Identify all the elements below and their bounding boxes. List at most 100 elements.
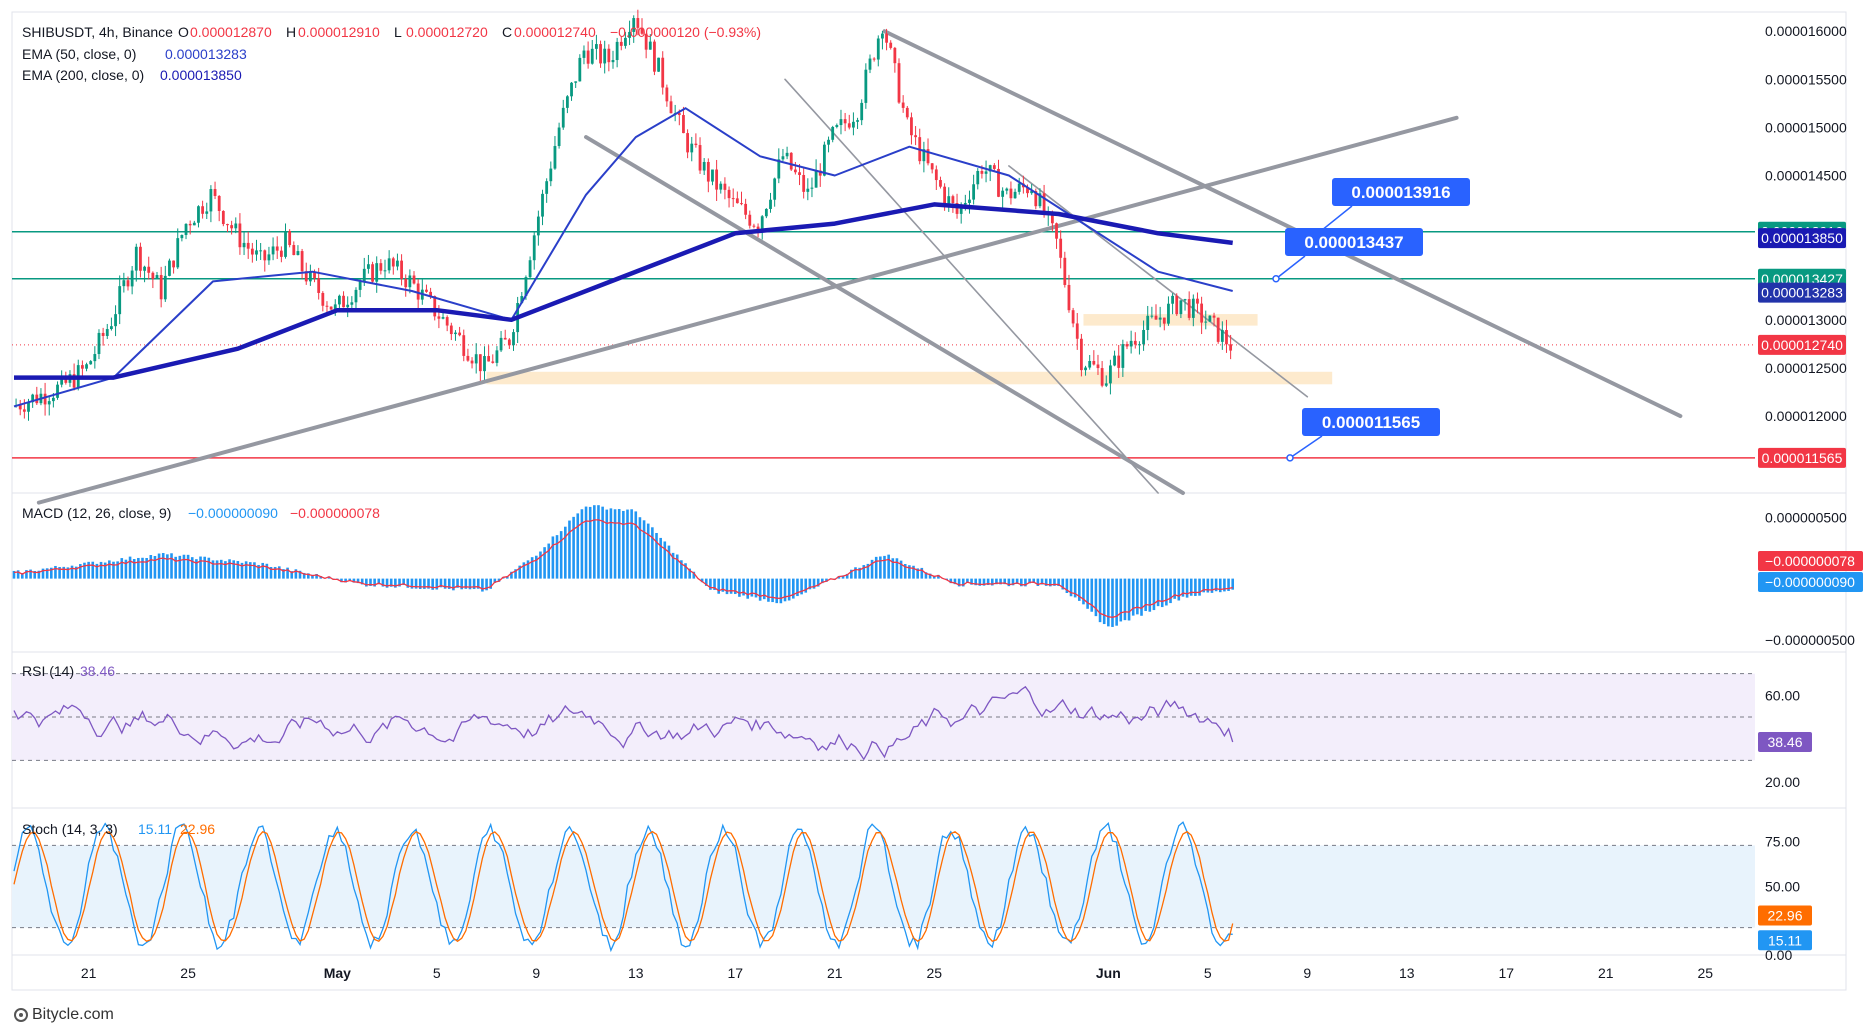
candle-body — [574, 81, 578, 83]
stoch-k-line — [13, 821, 1233, 953]
macd-hist-bar — [1086, 578, 1089, 609]
macd-hist-bar — [651, 527, 654, 579]
macd-hist-bar — [294, 569, 298, 579]
macd-value: −0.000000090 — [188, 505, 278, 521]
candle-body — [769, 199, 772, 209]
candle-body — [483, 356, 486, 372]
candle-body — [1196, 298, 1199, 304]
callout-pointer-0 — [1319, 205, 1353, 233]
candle-body — [661, 57, 665, 88]
candle-body — [317, 278, 321, 293]
macd-hist-bar — [145, 558, 148, 579]
macd-hist-bar — [16, 570, 20, 579]
candle-body — [1038, 193, 1042, 207]
macd-hist-bar — [559, 531, 563, 579]
candle-body — [802, 175, 806, 192]
candle-body — [553, 146, 557, 169]
macd-hist-bar — [792, 578, 795, 599]
macd-hist-bar — [903, 563, 907, 579]
macd-hist-bar — [257, 564, 260, 579]
stoch-d-line — [13, 830, 1234, 943]
macd-hist-bar — [605, 509, 609, 579]
x-tick-8: 25 — [926, 965, 942, 981]
macd-hist-bar — [1119, 578, 1123, 622]
candle-body — [1026, 187, 1029, 194]
macd-hist-bar — [725, 578, 729, 595]
candle-body — [47, 401, 51, 405]
candle-body — [387, 258, 391, 271]
footer: Bitycle.com — [14, 1006, 114, 1024]
candle-body — [134, 246, 138, 271]
candle-body — [1050, 211, 1054, 224]
macd-hist-bar — [908, 565, 911, 579]
macd-hist-bar — [161, 553, 165, 579]
candle-body — [1183, 299, 1187, 301]
macd-hist-bar — [924, 572, 928, 579]
candle-body — [1013, 191, 1017, 199]
legend-ohlc-key: C — [502, 24, 512, 40]
candle-body — [1042, 193, 1046, 215]
macd-hist-bar — [767, 578, 770, 602]
candle-body — [1167, 303, 1170, 324]
x-tick-9: Jun — [1096, 965, 1121, 981]
candle-body — [350, 302, 354, 305]
macd-hist-bar — [1136, 578, 1139, 615]
macd-hist-bar — [1140, 578, 1143, 616]
candle-body — [1009, 188, 1013, 199]
candle-body — [176, 238, 180, 268]
macd-hist-bar — [261, 562, 265, 579]
macd-hist-bar — [1177, 578, 1181, 601]
macd-hist-bar — [899, 560, 903, 579]
candle-body — [267, 254, 271, 261]
macd-hist-bar — [186, 554, 190, 579]
macd-hist-bar — [1011, 578, 1015, 586]
candle-body — [545, 181, 549, 194]
candle-body — [1109, 365, 1112, 384]
macd-hist-bar — [564, 526, 567, 579]
candle-body — [188, 223, 192, 226]
price-label-5: 0.000011565 — [1762, 450, 1843, 466]
candle-body — [499, 337, 503, 351]
candle-body — [557, 127, 561, 147]
candle-body — [752, 225, 756, 227]
macd-hist-bar — [733, 578, 737, 595]
candle-body — [897, 63, 901, 103]
candle-body — [192, 222, 196, 226]
macd-hist-bar — [195, 559, 198, 579]
macd-hist-bar — [974, 578, 977, 586]
candle-body — [1191, 298, 1195, 318]
macd-hist-bar — [170, 553, 173, 579]
legend-ohlc-C: 0.000012740 — [514, 24, 596, 40]
candle-body — [711, 169, 714, 182]
candle-body — [740, 203, 743, 205]
candle-body — [1117, 355, 1121, 368]
candle-body — [441, 317, 445, 319]
macd-hist-bar — [79, 564, 82, 579]
macd-hist-bar — [895, 558, 899, 579]
candle-body — [242, 242, 246, 248]
macd-hist-bar — [970, 578, 973, 585]
macd-hist-bar — [1189, 578, 1193, 596]
candle-body — [97, 332, 101, 355]
legend-ohlc-key: O — [178, 24, 189, 40]
macd-hist-bar — [149, 555, 153, 579]
macd-hist-bar — [787, 578, 791, 601]
macd-hist-bar — [746, 578, 750, 599]
macd-hist-bar — [1069, 578, 1073, 597]
macd-hist-bar — [1102, 578, 1106, 625]
callout-text-0: 0.000013916 — [1351, 183, 1450, 202]
macd-hist-bar — [199, 556, 202, 579]
candle-body — [682, 115, 685, 134]
macd-hist-bar — [713, 578, 716, 590]
macd-hist-bar — [58, 567, 61, 579]
macd-hist-bar — [137, 557, 140, 579]
macd-hist-bar — [468, 578, 472, 590]
candle-body — [810, 187, 814, 189]
candle-body — [839, 119, 843, 126]
macd-hist-bar — [1127, 578, 1131, 621]
candle-body — [789, 152, 793, 170]
macd-hist-bar — [153, 556, 157, 579]
legend-ema50-value: 0.000013283 — [165, 46, 247, 62]
candle-body — [1071, 310, 1075, 324]
